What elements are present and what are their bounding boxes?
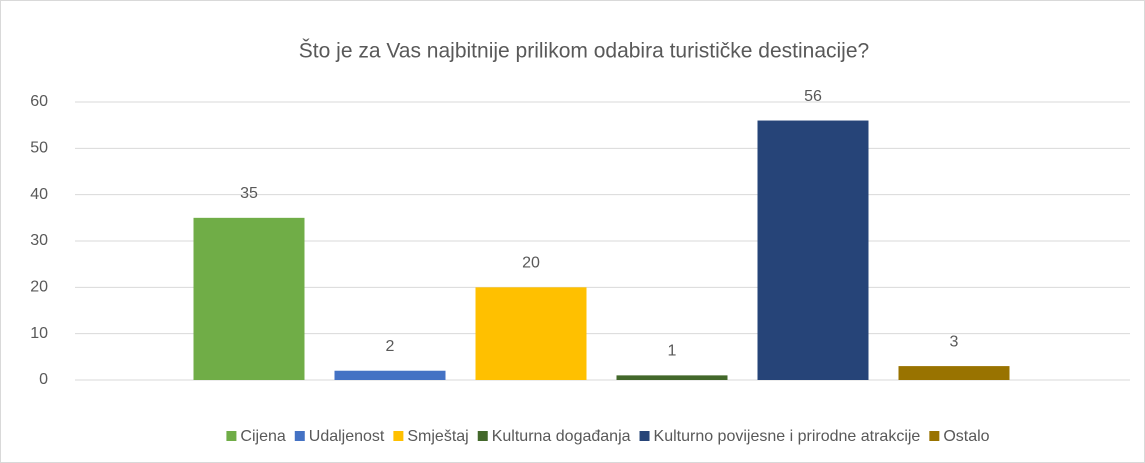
chart-title: Što je za Vas najbitnije prilikom odabir… xyxy=(299,40,869,63)
legend-label: Smještaj xyxy=(407,428,468,445)
legend-label: Kulturno povijesne i prirodne atrakcije xyxy=(654,428,921,445)
data-label: 20 xyxy=(522,255,540,272)
y-tick-label: 30 xyxy=(30,232,48,249)
y-tick-label: 20 xyxy=(30,279,48,296)
bar xyxy=(616,375,728,380)
data-label: 35 xyxy=(240,185,258,202)
legend-label: Ostalo xyxy=(943,428,989,445)
legend-swatch xyxy=(477,431,488,441)
bar xyxy=(898,366,1010,380)
y-tick-label: 40 xyxy=(30,186,48,203)
legend-swatch xyxy=(639,431,650,441)
legend-swatch xyxy=(226,431,237,441)
legend-label: Udaljenost xyxy=(309,428,385,445)
legend-label: Cijena xyxy=(240,428,285,445)
bar xyxy=(757,120,869,381)
y-tick-label: 0 xyxy=(39,371,48,388)
legend-swatch xyxy=(393,431,404,441)
y-tick-label: 10 xyxy=(30,325,48,342)
legend-swatch xyxy=(294,431,305,441)
data-label: 2 xyxy=(386,338,395,355)
legend-label: Kulturna događanja xyxy=(492,428,631,445)
data-label: 3 xyxy=(950,333,959,350)
data-label: 56 xyxy=(804,88,822,105)
y-tick-label: 50 xyxy=(30,140,48,157)
bar xyxy=(193,217,305,380)
bar xyxy=(334,370,446,380)
legend-swatch xyxy=(929,431,940,441)
bar xyxy=(475,287,587,380)
data-label: 1 xyxy=(668,343,677,360)
y-tick-label: 60 xyxy=(30,93,48,110)
